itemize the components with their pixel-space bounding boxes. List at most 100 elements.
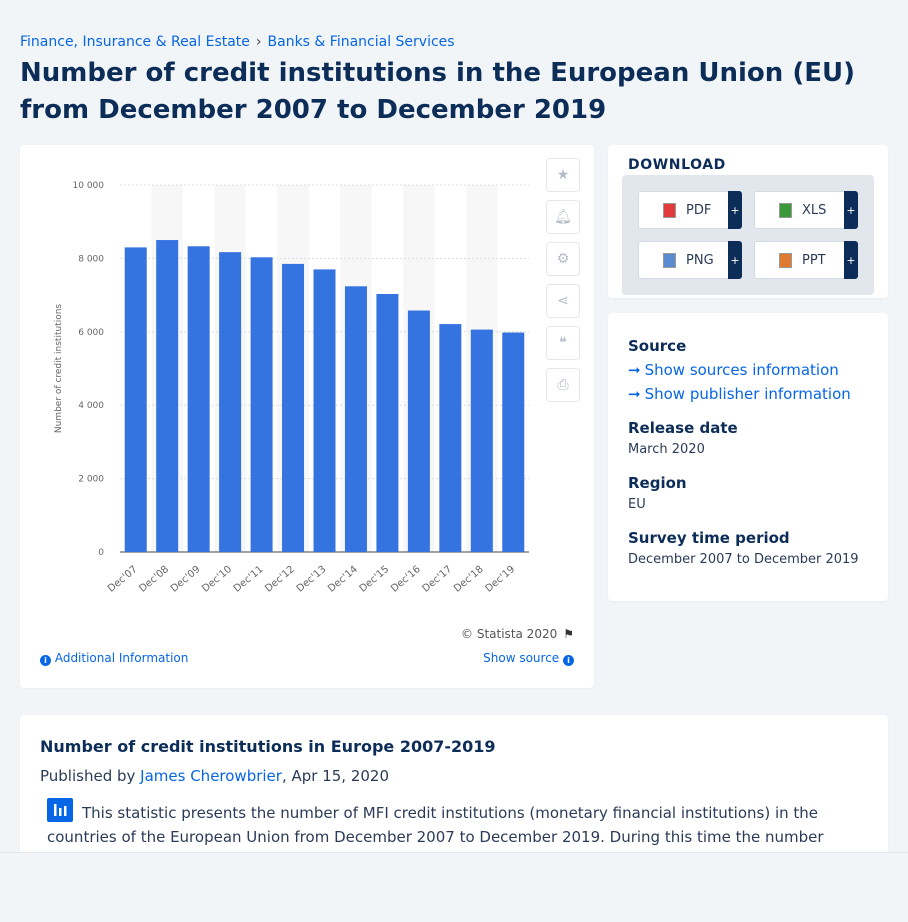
download-pdf-button[interactable]: PDF + (638, 191, 742, 229)
published-by-line: Published by James Cherowbrier, Apr 15, … (40, 767, 389, 785)
breadcrumb-link-banks[interactable]: Banks & Financial Services (267, 34, 455, 50)
breadcrumb-link-finance[interactable]: Finance, Insurance & Real Estate (20, 34, 250, 50)
description-text: This statistic presents the number of MF… (47, 804, 824, 870)
download-card: DOWNLOAD PDF + XLS + PNG + PPT + (608, 145, 888, 298)
x-tick-label: Dec'08 (137, 564, 171, 595)
ppt-plus-icon[interactable]: + (844, 241, 858, 279)
png-file-icon (663, 252, 676, 268)
survey-period-heading: Survey time period (628, 529, 790, 547)
gear-icon: ⚙ (556, 251, 570, 267)
published-by-label: Published by (40, 767, 136, 785)
bar (407, 310, 430, 552)
download-xls-button[interactable]: XLS + (754, 191, 858, 229)
bar (439, 324, 462, 552)
bar (187, 246, 210, 552)
xls-file-icon (779, 202, 792, 218)
xls-plus-icon[interactable]: + (844, 191, 858, 229)
info-icon: i (40, 655, 51, 666)
pdf-plus-icon[interactable]: + (728, 191, 742, 229)
source-heading: Source (628, 337, 687, 355)
y-tick-label: 2 000 (78, 475, 104, 485)
bar (376, 293, 399, 552)
cite-button[interactable]: ❝ (546, 326, 580, 360)
bar (344, 286, 367, 552)
y-tick-label: 10 000 (73, 181, 105, 191)
show-publisher-label: Show publisher information (644, 385, 851, 403)
page-title: Number of credit institutions in the Eur… (20, 58, 855, 125)
footer-band (0, 852, 908, 922)
x-tick-label: Dec'18 (452, 564, 486, 595)
show-source-label: Show source (483, 651, 560, 665)
author-link[interactable]: James Cherowbrier (140, 767, 282, 785)
x-tick-label: Dec'10 (200, 564, 234, 595)
download-png-label: PNG (686, 252, 714, 268)
flag-icon[interactable]: ⚑ (563, 627, 574, 641)
release-date-heading: Release date (628, 419, 738, 437)
star-icon: ★ (556, 167, 570, 183)
show-sources-label: Show sources information (644, 361, 839, 379)
x-tick-label: Dec'17 (421, 564, 455, 595)
y-tick-label: 6 000 (78, 328, 104, 338)
y-tick-label: 4 000 (78, 401, 104, 411)
bar (313, 269, 336, 552)
download-ppt-button[interactable]: PPT + (754, 241, 858, 279)
description-card: Number of credit institutions in Europe … (20, 715, 888, 870)
meta-card: Source ➞ Show sources information ➞ Show p… (608, 313, 888, 601)
release-date-value: March 2020 (628, 442, 705, 457)
additional-info-link[interactable]: i Additional Information (40, 651, 188, 666)
bar (502, 332, 525, 552)
favorite-button[interactable]: ★ (546, 158, 580, 192)
statistic-icon (47, 798, 73, 822)
show-sources-link[interactable]: ➞ Show sources information (628, 361, 839, 379)
download-ppt-label: PPT (802, 252, 826, 268)
x-tick-label: Dec'11 (232, 564, 266, 595)
survey-period-value: December 2007 to December 2019 (628, 552, 859, 567)
share-icon: ⋖ (557, 293, 569, 309)
x-tick-label: Dec'16 (389, 564, 423, 595)
ppt-file-icon (779, 252, 792, 268)
share-button[interactable]: ⋖ (546, 284, 580, 318)
x-tick-label: Dec'19 (483, 564, 517, 595)
arrow-right-icon: ➞ (628, 361, 641, 379)
show-source-link[interactable]: Show source i (483, 651, 574, 666)
copyright: © Statista 2020 ⚑ (461, 627, 574, 641)
bar (470, 329, 493, 552)
info-icon: i (563, 655, 574, 666)
region-heading: Region (628, 474, 687, 492)
pdf-file-icon (663, 202, 676, 218)
copyright-text: © Statista 2020 (461, 627, 558, 641)
x-tick-label: Dec'09 (169, 564, 203, 595)
x-tick-label: Dec'07 (106, 564, 140, 595)
y-tick-label: 0 (98, 548, 104, 558)
bar (282, 263, 305, 552)
x-tick-label: Dec'13 (295, 564, 329, 595)
bar (250, 257, 273, 552)
x-tick-label: Dec'15 (358, 564, 392, 595)
print-button[interactable]: ⎙ (546, 368, 580, 402)
download-title: DOWNLOAD (628, 157, 726, 173)
breadcrumb-separator: › (255, 34, 262, 50)
print-icon: ⎙ (557, 377, 569, 393)
y-axis-label: Number of credit institutions (54, 304, 64, 434)
settings-button[interactable]: ⚙ (546, 242, 580, 276)
bar (124, 247, 147, 552)
breadcrumb: Finance, Insurance & Real Estate › Banks &… (20, 34, 455, 50)
quote-icon: ❝ (559, 335, 567, 351)
download-png-button[interactable]: PNG + (638, 241, 742, 279)
notification-button[interactable]: 🔔︎ (546, 200, 580, 234)
bar (219, 252, 242, 552)
additional-info-label: Additional Information (54, 651, 189, 665)
bar (156, 240, 179, 553)
download-box: PDF + XLS + PNG + PPT + (622, 175, 874, 295)
download-xls-label: XLS (802, 202, 827, 218)
x-tick-label: Dec'14 (326, 564, 360, 595)
download-pdf-label: PDF (686, 202, 712, 218)
region-value: EU (628, 497, 646, 512)
show-publisher-link[interactable]: ➞ Show publisher information (628, 385, 851, 403)
description-title: Number of credit institutions in Europe … (40, 737, 496, 756)
x-tick-label: Dec'12 (263, 564, 297, 595)
png-plus-icon[interactable]: + (728, 241, 742, 279)
publish-date: , Apr 15, 2020 (281, 767, 390, 785)
